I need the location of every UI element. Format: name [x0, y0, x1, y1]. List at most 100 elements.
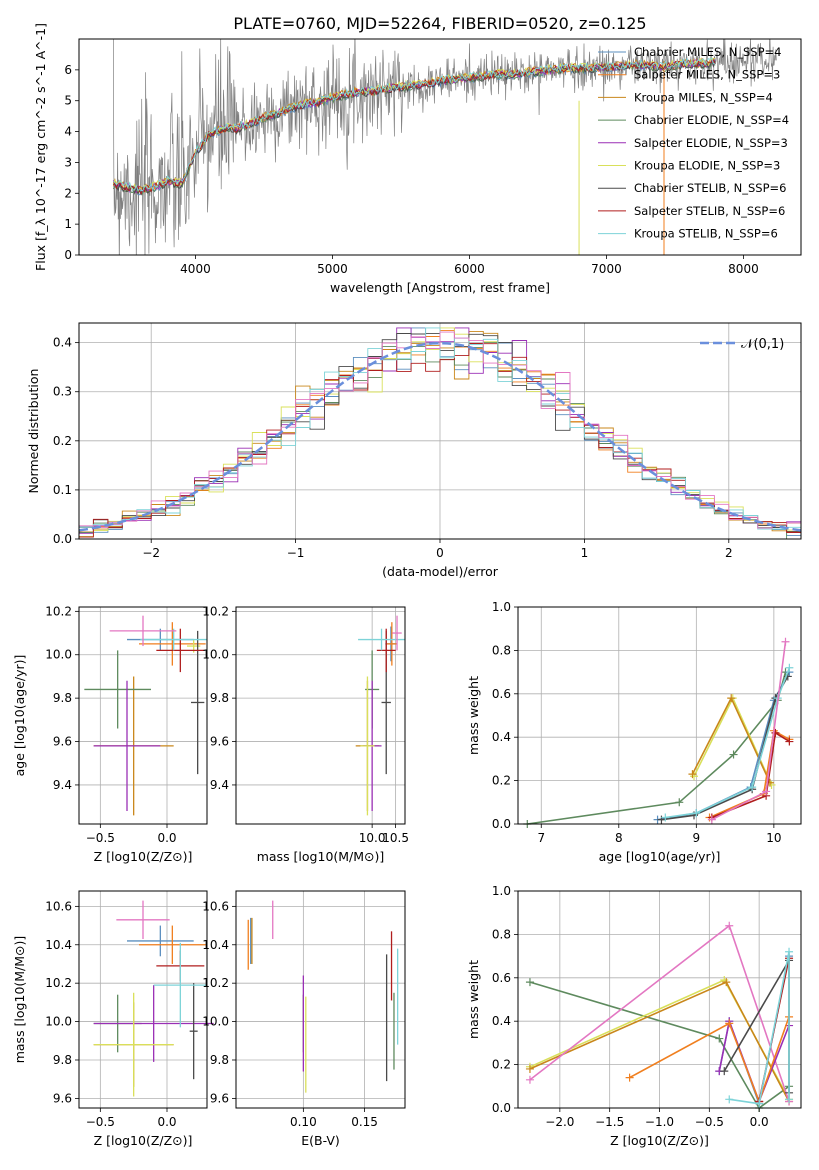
axes-frame: [517, 606, 802, 825]
legend-entry: Kroupa STELIB, N_SSP=6: [634, 227, 778, 241]
y-axis-label: Normed distribution: [26, 369, 41, 494]
y-tick-label: 1.0: [492, 884, 511, 898]
y-tick-label: 9.8: [53, 691, 72, 705]
mass-weight-line: [711, 731, 790, 819]
x-tick-label: 0.10: [290, 1115, 317, 1129]
x-axis-label: E(B-V): [301, 1133, 340, 1148]
x-tick-label: −1.5: [595, 1115, 624, 1129]
spectrum-panel: 4000 5000 6000 7000 8000 0 1 2 3 4 5 6 wavelength [A…: [33, 23, 802, 295]
x-tick-label: 0.15: [351, 1115, 378, 1129]
y-tick-label: 9.8: [210, 691, 229, 705]
y-tick-label: 9.6: [53, 1091, 72, 1105]
y-tick-label: 10.2: [202, 976, 229, 990]
y-tick-label: 9.6: [210, 735, 229, 749]
y-axis-label: Flux [f_λ 10^-17 erg cm^-2 s^-1 A^-1]: [33, 23, 48, 271]
legend-entry: Chabrier STELIB, N_SSP=6: [634, 181, 786, 195]
y-tick-label: 4: [64, 125, 72, 139]
y-tick-label: 0.0: [492, 817, 511, 831]
mass-weight-marker: [525, 978, 534, 987]
axes-frame: [235, 890, 406, 1109]
residual-histogram: [79, 343, 801, 538]
y-tick-label: 0.2: [53, 434, 72, 448]
x-tick-label: 0: [436, 546, 444, 560]
model-spectrum-line: [113, 57, 716, 191]
mass-weight-line: [629, 1016, 790, 1104]
mass-weight-marker: [755, 1099, 764, 1108]
mass-weight-marker: [707, 815, 716, 824]
y-tick-label: 10.0: [202, 1015, 229, 1029]
mass-vs-extinction-panel: 0.10 0.15 9.6 9.8 10.0 10.2 10.4 10.6 E(B-V): [202, 890, 406, 1148]
y-tick-label: 10.0: [202, 648, 229, 662]
figure-title: PLATE=0760, MJD=52264, FIBERID=0520, z=0…: [233, 14, 646, 33]
mass-weight-marker: [785, 947, 794, 956]
x-axis-label: age [log10(age/yr)]: [599, 849, 721, 864]
y-tick-label: 10.2: [202, 604, 229, 618]
legend-entry: 𝒩(0,1): [741, 337, 784, 352]
residuals-panel: −2 −1 0 1 2 0.0 0.1 0.2 0.3 0.4 (data-model)/error…: [26, 322, 802, 579]
y-tick-label: 1: [64, 217, 72, 231]
y-tick-label: 0.8: [492, 927, 511, 941]
x-axis-label: Z [log10(Z/Z⊙)]: [94, 1133, 193, 1148]
y-tick-label: 0.6: [492, 687, 511, 701]
y-tick-label: 6: [64, 63, 72, 77]
x-tick-label: 10.5: [382, 831, 409, 845]
spectrum-plot-area: [112, 39, 777, 255]
mass-weight-marker: [785, 737, 794, 746]
y-tick-label: 0.4: [53, 336, 72, 350]
mass-weight-line: [665, 667, 791, 819]
mass-weight-marker: [690, 772, 699, 781]
y-tick-label: 10.4: [45, 938, 72, 952]
y-axis-label: age [log10(age/yr)]: [12, 655, 27, 777]
mass-weight-marker: [727, 694, 736, 703]
legend-entry: Chabrier ELODIE, N_SSP=4: [634, 113, 789, 127]
mass-weight-line: [657, 671, 791, 821]
mass-weight-marker: [785, 1095, 794, 1104]
x-tick-label: −1: [287, 546, 305, 560]
x-tick-label: −0.5: [695, 1115, 724, 1129]
x-tick-label: 0.0: [750, 1115, 769, 1129]
x-tick-label: 1: [581, 546, 589, 560]
legend-entry: Kroupa ELODIE, N_SSP=3: [634, 159, 780, 173]
mass-weight-marker: [688, 770, 697, 779]
x-axis-label: wavelength [Angstrom, rest frame]: [330, 280, 550, 295]
y-tick-label: 0.6: [492, 971, 511, 985]
x-tick-label: 8: [615, 831, 623, 845]
mass-weight-line: [691, 696, 771, 784]
legend-entry: Salpeter STELIB, N_SSP=6: [634, 204, 785, 218]
y-tick-label: 10.4: [202, 938, 229, 952]
x-axis-label: (data-model)/error: [382, 564, 499, 579]
age-vs-metallicity-panel: −0.5 0.0 9.4 9.6 9.8 10.0 10.2 Z [log10(Z/Z⊙)] a…: [12, 604, 208, 864]
model-spectrum-line: [113, 60, 716, 196]
mass-weight-line: [711, 641, 787, 821]
mass-weight-line: [693, 696, 773, 786]
x-tick-label: 6000: [454, 262, 485, 276]
x-tick-label: 9: [693, 831, 701, 845]
y-tick-label: 0.4: [492, 1014, 511, 1028]
mass-weight-marker: [692, 809, 701, 818]
x-tick-label: 4000: [180, 262, 211, 276]
y-tick-label: 1.0: [492, 600, 511, 614]
legend-entry: Salpeter MILES, N_SSP=3: [634, 68, 780, 82]
mass-weight-marker: [722, 978, 731, 987]
y-tick-label: 10.6: [45, 899, 72, 913]
x-tick-label: 7000: [591, 262, 622, 276]
y-tick-label: 0.8: [492, 643, 511, 657]
x-tick-label: −1.0: [645, 1115, 674, 1129]
y-tick-label: 9.4: [210, 778, 229, 792]
x-tick-label: 0.0: [157, 831, 176, 845]
mass-weight-marker: [657, 815, 666, 824]
y-tick-label: 0.3: [53, 385, 72, 399]
x-tick-label: 10.0: [359, 831, 386, 845]
legend-entry: Kroupa MILES, N_SSP=4: [634, 90, 773, 104]
x-tick-label: 0.0: [157, 1115, 176, 1129]
mass-weight-marker: [748, 783, 757, 792]
mass-weight-line: [729, 951, 790, 1105]
y-tick-label: 0.2: [492, 1058, 511, 1072]
y-axis-label: mass weight: [466, 960, 481, 1039]
axes-frame: [78, 890, 208, 1109]
mass-weight-vs-age-panel: 7 8 9 10 0.0 0.2 0.4 0.6 0.8 1.0 age [log10(age/yr…: [466, 600, 802, 864]
residual-histogram: [79, 331, 801, 529]
y-tick-label: 9.8: [210, 1053, 229, 1067]
